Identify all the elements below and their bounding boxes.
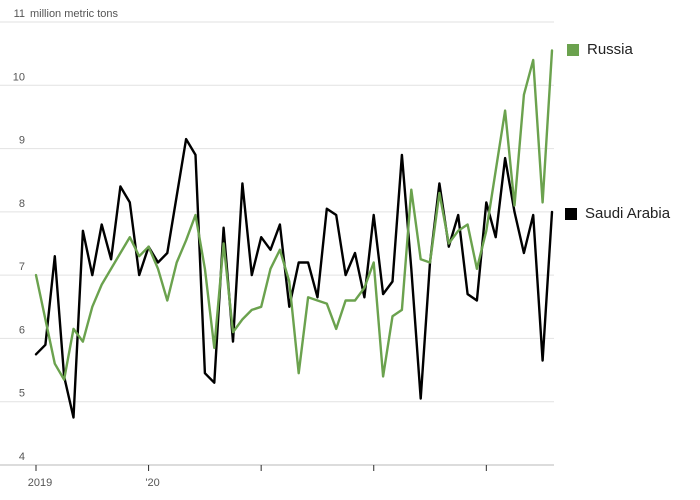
y-axis-tick-label-4: 4	[19, 451, 25, 463]
series-line-saudi-arabia	[34, 137, 554, 419]
y-axis-tick-label-7: 7	[19, 261, 25, 273]
y-axis-tick-label-9: 9	[19, 135, 25, 147]
series-line-russia	[34, 49, 554, 381]
x-axis-tick-label-1: '20	[145, 477, 159, 489]
x-axis-tick-label-0: 2019	[28, 477, 52, 489]
y-axis-tick-label-11: 11	[14, 8, 25, 20]
y-axis-unit-label: million metric tons	[30, 8, 119, 20]
saudi-arabia-swatch-icon	[565, 207, 577, 220]
y-axis-tick-label-6: 6	[19, 324, 25, 336]
y-axis-tick-label-8: 8	[19, 198, 25, 210]
legend-item-russia: Russia	[567, 41, 633, 58]
legend-label-saudi-arabia: Saudi Arabia	[585, 205, 671, 222]
y-axis-tick-label-10: 10	[13, 71, 25, 83]
y-axis-tick-label-5: 5	[19, 388, 25, 400]
legend-label-russia: Russia	[587, 41, 633, 58]
legend-item-saudi-arabia: Saudi Arabia	[565, 205, 670, 222]
russia-swatch-icon	[567, 43, 579, 56]
